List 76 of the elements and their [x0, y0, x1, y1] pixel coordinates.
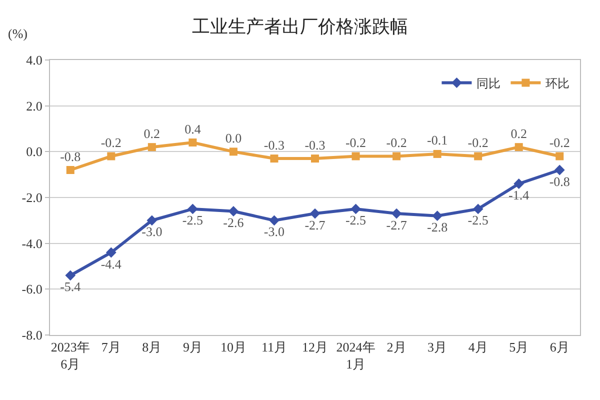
- data-label: -0.2: [549, 135, 570, 150]
- data-label: -0.8: [60, 148, 81, 164]
- data-label: -4.4: [100, 256, 122, 272]
- point: [310, 208, 320, 219]
- data-label: -2.7: [386, 217, 408, 232]
- point: [187, 204, 198, 214]
- point: [229, 148, 238, 156]
- data-label: 0.4: [184, 121, 202, 136]
- y-axis-title: (%): [8, 26, 28, 41]
- data-label: -1.4: [508, 188, 530, 202]
- point: [352, 152, 360, 160]
- y-tick-label: -4.0: [22, 236, 42, 251]
- data-label: -0.2: [345, 135, 366, 150]
- data-label: -0.2: [100, 135, 122, 150]
- x-tick-label: 10月: [220, 340, 246, 355]
- point: [269, 215, 280, 226]
- x-tick-label: 12月: [302, 340, 328, 355]
- x-tick-label: 2023年 6月: [50, 340, 90, 372]
- point: [514, 143, 523, 152]
- data-label: -0.2: [468, 135, 488, 150]
- point: [514, 178, 524, 189]
- point: [106, 247, 116, 258]
- y-tick-label: -2.0: [22, 190, 42, 206]
- y-tick-label: 0.0: [26, 144, 42, 160]
- data-label: -2.5: [345, 212, 366, 228]
- x-tick-label: 4月: [468, 340, 488, 355]
- point: [472, 204, 484, 214]
- point: [433, 150, 442, 158]
- point: [432, 210, 443, 222]
- point: [188, 138, 197, 146]
- data-label: -2.5: [468, 212, 488, 228]
- x-tick-label: 2月: [386, 340, 406, 355]
- x-tick-label: 5月: [509, 340, 529, 355]
- x-tick-label: 2024年 1月: [336, 340, 376, 372]
- data-label: -0.8: [549, 174, 570, 189]
- point: [66, 166, 74, 174]
- point: [228, 206, 239, 216]
- x-tick-label: 7月: [101, 340, 121, 355]
- x-tick-label: 6月: [550, 340, 570, 355]
- point: [146, 215, 158, 226]
- x-tick-label: 3月: [428, 340, 448, 355]
- point: [350, 204, 361, 214]
- data-label: -0.3: [304, 137, 326, 152]
- y-tick-label: 4.0: [26, 52, 42, 68]
- point: [270, 154, 278, 163]
- point: [311, 154, 319, 163]
- data-label: -0.1: [427, 132, 448, 148]
- data-label: -0.3: [264, 137, 285, 152]
- x-tick-label: 9月: [182, 340, 202, 355]
- data-label: -2.7: [304, 217, 326, 232]
- legend-label: 同比: [476, 76, 501, 90]
- data-label: -0.2: [386, 135, 407, 150]
- point: [107, 152, 116, 160]
- data-label: 0.2: [144, 126, 160, 141]
- legend-label: 环比: [546, 76, 570, 90]
- y-tick-label: -8.0: [22, 328, 42, 343]
- data-label: -2.6: [223, 215, 244, 230]
- data-label: -3.0: [142, 224, 162, 240]
- point: [474, 152, 482, 160]
- data-label: -2.5: [182, 212, 203, 228]
- point: [391, 208, 402, 219]
- y-tick-label: 2.0: [26, 98, 42, 114]
- data-label: 0.0: [225, 130, 242, 146]
- y-tick-label: -6.0: [22, 282, 42, 297]
- data-label: -3.0: [264, 224, 285, 240]
- data-label: 0.2: [510, 126, 527, 141]
- x-tick-label: 8月: [142, 340, 162, 355]
- point: [556, 152, 564, 160]
- point: [65, 270, 76, 281]
- data-label: -5.4: [60, 279, 82, 294]
- point: [554, 164, 565, 176]
- chart-title: 工业生产者出厂价格涨跌幅: [192, 16, 408, 37]
- x-tick-label: 11月: [261, 340, 287, 355]
- point: [392, 152, 401, 160]
- point: [148, 143, 156, 152]
- data-label: -2.8: [427, 220, 448, 235]
